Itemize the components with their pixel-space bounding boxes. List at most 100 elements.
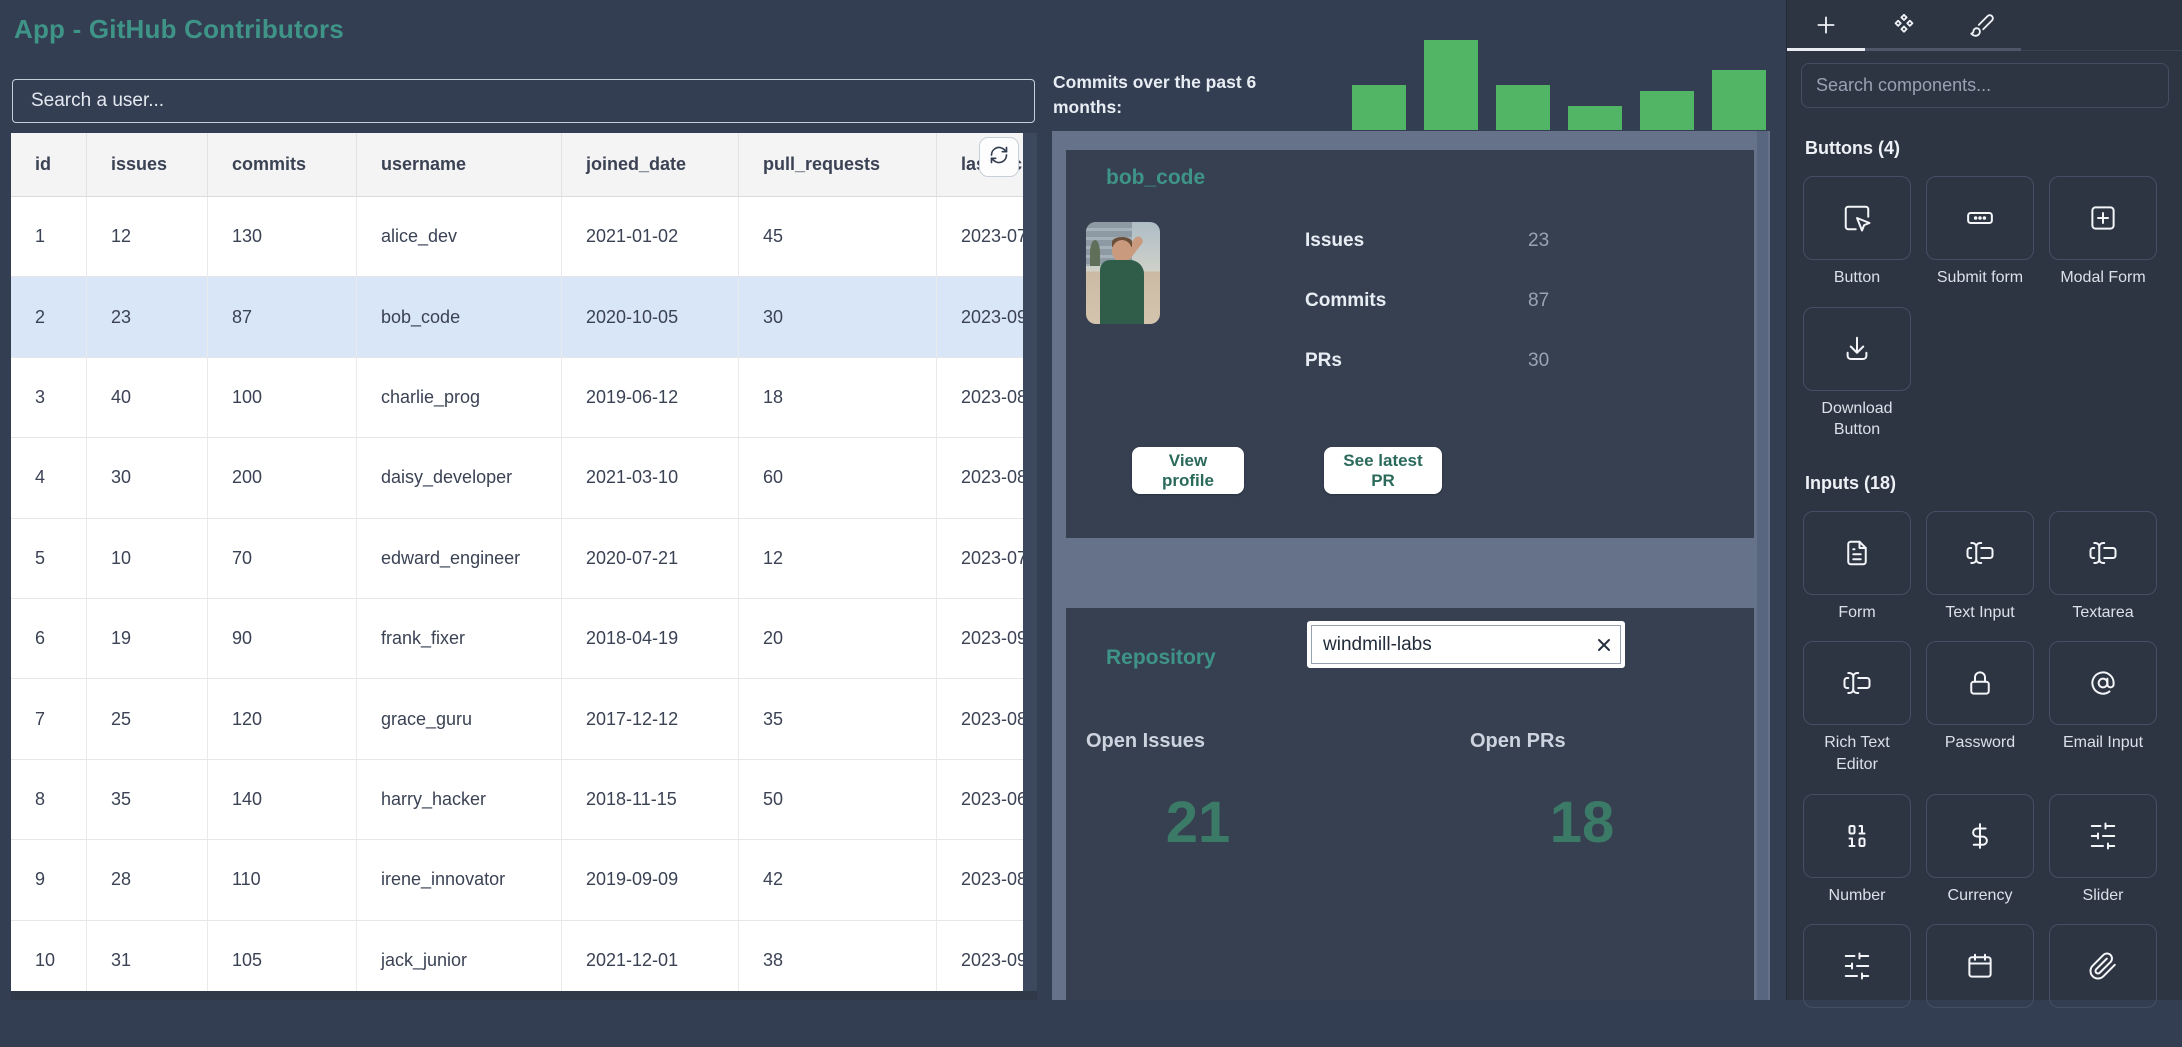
table-row-alice_dev[interactable]: 1 12 130 alice_dev 2021-01-02 45 2023-07 [11, 197, 1037, 278]
table-footer-bar [11, 991, 1037, 1000]
text-cursor-icon [1803, 641, 1911, 726]
table-refresh-button[interactable] [979, 137, 1019, 177]
component-text-input[interactable]: Text Input [1926, 510, 2034, 624]
table-cell: 2019-06-12 [562, 357, 739, 438]
table-cell: 2023-07 [937, 197, 1037, 276]
column-header-username[interactable]: username [357, 133, 562, 196]
inactive-tab-underline [1865, 48, 2021, 51]
table-cell: 40 [87, 357, 208, 438]
column-header-issues[interactable]: issues [87, 133, 208, 196]
component-textarea[interactable]: Textarea [2049, 510, 2157, 624]
table-cell: daisy_developer [357, 438, 562, 518]
repository-input[interactable] [1311, 633, 1587, 656]
component-currency[interactable]: Currency [1926, 793, 2034, 907]
table-cell: 45 [739, 197, 937, 277]
components-icon [1891, 12, 1917, 38]
repository-card: Repository Open Issues 21 Open PRs 18 [1066, 608, 1754, 1000]
table-cell: bob_code [357, 277, 562, 357]
table-cell: 2 [11, 277, 87, 357]
bar-month-4 [1568, 106, 1622, 130]
component-form[interactable]: Form [1803, 510, 1911, 624]
table-cell: 18 [739, 357, 937, 438]
table-cell: 2023-08 [937, 679, 1037, 758]
table-row-frank_fixer[interactable]: 6 19 90 frank_fixer 2018-04-19 20 2023-09 [11, 598, 1037, 680]
submit-form-icon [1926, 176, 2034, 260]
table-vertical-scrollbar[interactable] [1023, 133, 1037, 1000]
component-password[interactable]: Password [1926, 641, 2034, 775]
search-user-input[interactable] [12, 79, 1035, 123]
text-cursor-icon [1926, 510, 2034, 595]
at-sign-icon [2049, 641, 2157, 726]
component-calendar[interactable] [1926, 924, 2034, 1015]
component-grid: Button Submit form Modal Form Download Butt… [1803, 176, 2169, 441]
plus-icon [1813, 12, 1839, 38]
table-cell: edward_engineer [357, 518, 562, 598]
table-row-daisy_developer[interactable]: 4 30 200 daisy_developer 2021-03-10 60 2023-08 [11, 438, 1037, 519]
detail-panel-scrollbar[interactable] [1757, 131, 1768, 1000]
square-pointer-icon [1803, 176, 1911, 260]
profile-username: bob_code [1106, 166, 1206, 189]
table-cell: 200 [208, 438, 357, 518]
table-cell: 35 [739, 679, 937, 759]
component-paperclip[interactable] [2049, 924, 2157, 1015]
component-panel: Buttons (4) Button Submit form Modal Form Do… [1786, 0, 2182, 1009]
see-latest-pr-button[interactable]: See latest PR [1324, 447, 1442, 494]
table-row-irene_innovator[interactable]: 9 28 110 irene_innovator 2019-09-09 42 2023-08 [11, 840, 1037, 921]
column-header-pull_requests[interactable]: pull_requests [739, 133, 937, 196]
table-cell: 2019-09-09 [562, 840, 739, 920]
table-cell: 2023-06 [937, 760, 1037, 839]
table-row-grace_guru[interactable]: 7 25 120 grace_guru 2017-12-12 35 2023-08 [11, 679, 1037, 760]
component-label: Currency [1947, 886, 2013, 904]
component-rich-text-editor[interactable]: Rich Text Editor [1803, 641, 1911, 775]
table-row-bob_code[interactable]: 2 23 87 bob_code 2020-10-05 30 2023-09 [11, 277, 1037, 358]
table-cell: 30 [87, 438, 208, 518]
bar-month-5 [1640, 91, 1694, 130]
refresh-icon [989, 145, 1009, 170]
component-label: Password [1944, 734, 2016, 752]
tab-add[interactable] [1787, 0, 1865, 50]
column-header-id[interactable]: id [11, 133, 87, 196]
table-cell: 2020-07-21 [562, 518, 739, 598]
component-label: Number [1828, 886, 1886, 904]
column-header-joined_date[interactable]: joined_date [562, 133, 739, 196]
table-cell: 130 [208, 197, 357, 277]
commits-bar-chart [1352, 38, 1768, 130]
bar-month-6 [1712, 70, 1766, 130]
table-cell: irene_innovator [357, 840, 562, 920]
clear-input-icon[interactable] [1587, 635, 1621, 655]
avatar [1086, 222, 1160, 324]
table-cell: 70 [208, 518, 357, 598]
view-profile-button[interactable]: View profile [1132, 447, 1244, 494]
component-submit-form[interactable]: Submit form [1926, 176, 2034, 289]
component-email-input[interactable]: Email Input [2049, 641, 2157, 775]
contributors-table: id issues commits username joined_date pull_r… [11, 133, 1037, 1000]
tab-styling[interactable] [1943, 0, 2021, 50]
table-cell: 2023-09 [937, 599, 1037, 678]
column-header-commits[interactable]: commits [208, 133, 357, 196]
table-cell: 8 [11, 759, 87, 840]
component-modal-form[interactable]: Modal Form [2049, 176, 2157, 289]
table-cell: 90 [208, 598, 357, 679]
table-row-charlie_prog[interactable]: 3 40 100 charlie_prog 2019-06-12 18 2023-08 [11, 357, 1037, 439]
component-download-button[interactable]: Download Button [1803, 306, 1911, 441]
component-sliders[interactable] [1803, 924, 1911, 1015]
section-title: Inputs (18) [1805, 472, 1897, 493]
search-components-input[interactable] [1801, 63, 2169, 108]
component-slider[interactable]: Slider [2049, 793, 2157, 907]
table-row-harry_hacker[interactable]: 8 35 140 harry_hacker 2018-11-15 50 2023-06 [11, 759, 1037, 841]
tab-components[interactable] [1865, 0, 1943, 50]
table-cell: 2023-08 [937, 438, 1037, 517]
component-button[interactable]: Button [1803, 176, 1911, 289]
component-number[interactable]: Number [1803, 793, 1911, 907]
active-tab-underline [1787, 48, 1865, 51]
dollar-icon [1926, 793, 2034, 878]
table-row-edward_engineer[interactable]: 5 10 70 edward_engineer 2020-07-21 12 2023-07 [11, 518, 1037, 599]
paperclip-icon [2049, 924, 2157, 1009]
table-cell: grace_guru [357, 679, 562, 759]
table-cell: 9 [11, 840, 87, 920]
table-cell: 42 [739, 840, 937, 920]
table-cell: 2018-11-15 [562, 759, 739, 840]
component-label: Form [1838, 603, 1876, 621]
table-row-jack_junior[interactable]: 10 31 105 jack_junior 2021-12-01 38 2023-09 [11, 920, 1037, 1000]
table-cell: 31 [87, 920, 208, 1000]
